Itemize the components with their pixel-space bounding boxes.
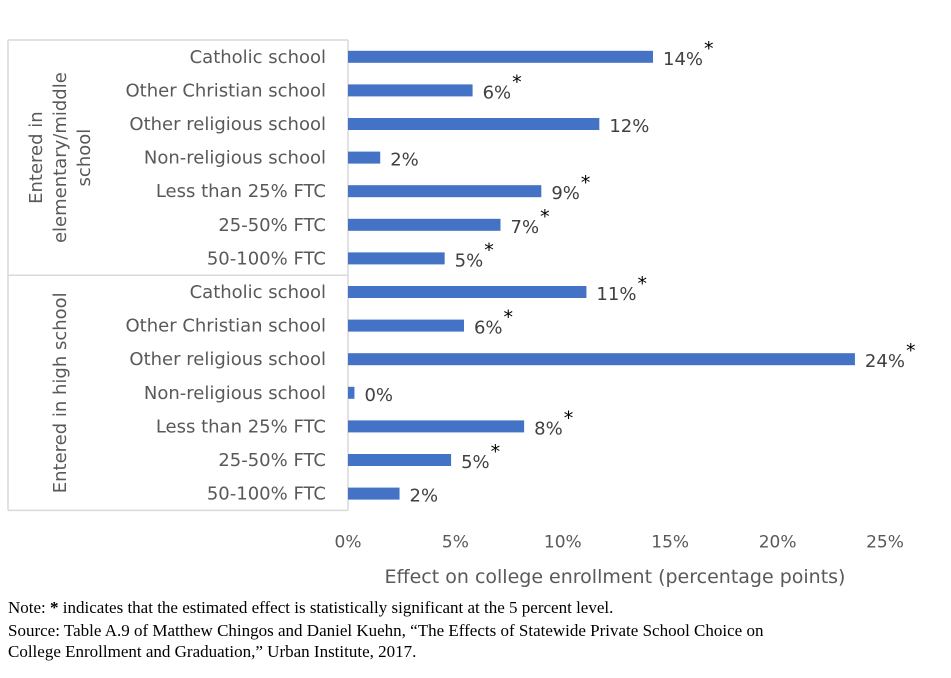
bar <box>348 353 855 366</box>
significance-star: * <box>540 206 550 228</box>
group-label: Entered in elementary/middle school <box>26 72 95 243</box>
group-label: Entered in high school <box>50 292 71 493</box>
category-label: Other Christian school <box>125 316 326 337</box>
significance-star: * <box>637 273 647 295</box>
x-tick-label: 15% <box>651 532 689 552</box>
bar <box>348 50 654 63</box>
bars <box>348 50 855 500</box>
bar <box>348 386 355 399</box>
bar <box>348 319 464 332</box>
category-label: Less than 25% FTC <box>156 181 326 202</box>
category-label: Non-religious school <box>144 148 326 169</box>
bar <box>348 151 381 164</box>
group-label-line: school <box>74 129 95 187</box>
bar <box>348 218 501 231</box>
group-label-line: elementary/middle <box>50 72 71 243</box>
data-label: 12% <box>609 116 649 137</box>
group-label-line: Entered in high school <box>50 292 71 493</box>
x-tick-label: 20% <box>759 532 797 552</box>
bar <box>348 454 452 466</box>
category-label: 25-50% FTC <box>218 450 326 471</box>
bar <box>348 185 542 198</box>
x-axis-ticks: 0% 5% 10% 15% 20% 25% <box>335 532 904 552</box>
group-labels: Entered in elementary/middle schoolEntered… <box>26 72 95 493</box>
category-label: 25-50% FTC <box>218 215 326 236</box>
note-star: * <box>50 598 59 617</box>
category-labels: Catholic school Other Christian school Oth… <box>125 47 326 505</box>
category-label: Other religious school <box>129 349 326 370</box>
data-label: 6% <box>474 318 503 339</box>
bar <box>348 487 400 500</box>
category-label: Other religious school <box>129 114 326 135</box>
source-line-2: College Enrollment and Graduation,” Urba… <box>8 642 417 661</box>
data-label: 14% <box>663 49 703 70</box>
data-label: 2% <box>390 150 419 171</box>
note-prefix: Note: <box>8 598 51 617</box>
x-tick-label: 25% <box>866 532 904 552</box>
data-label: 9% <box>551 183 580 204</box>
data-label: 0% <box>364 385 393 406</box>
category-label: Less than 25% FTC <box>156 416 326 437</box>
category-label: 50-100% FTC <box>207 248 326 269</box>
bar-chart: Entered in elementary/middle schoolEntered… <box>7 38 915 588</box>
data-labels: 14% *6% *12%2%9% *7% *5% *11% *6% *24% *0%8% *5% *… <box>364 38 915 507</box>
bar <box>348 420 525 433</box>
bar <box>348 84 473 97</box>
data-label: 24% <box>865 351 905 372</box>
note-text: indicates that the estimated effect is s… <box>58 598 614 617</box>
data-label: 6% <box>483 82 512 103</box>
bar <box>348 252 445 265</box>
data-label: 2% <box>410 486 439 507</box>
data-label: 5% <box>461 452 490 473</box>
x-tick-label: 5% <box>442 532 469 552</box>
significance-star: * <box>906 340 916 362</box>
category-label: Catholic school <box>190 47 326 68</box>
category-label: Catholic school <box>190 282 326 303</box>
category-label: 50-100% FTC <box>207 484 326 505</box>
bar <box>348 286 587 298</box>
significance-star: * <box>564 407 574 429</box>
bar <box>348 118 600 130</box>
x-tick-label: 10% <box>544 532 582 552</box>
data-label: 7% <box>511 217 540 238</box>
group-label-line: Entered in <box>26 111 47 204</box>
x-tick-label: 0% <box>335 532 362 552</box>
significance-star: * <box>504 307 514 329</box>
data-label: 5% <box>455 250 484 271</box>
significance-star: * <box>484 239 494 261</box>
data-label: 8% <box>534 418 563 439</box>
significance-star: * <box>512 71 522 93</box>
significance-star: * <box>704 38 714 60</box>
category-label: Other Christian school <box>125 80 326 101</box>
category-label: Non-religious school <box>144 383 326 404</box>
significance-star: * <box>581 172 591 194</box>
note-line: Note: * indicates that the estimated eff… <box>8 597 943 618</box>
data-label: 11% <box>596 284 636 305</box>
significance-star: * <box>491 441 501 463</box>
source-line-1: Source: Table A.9 of Matthew Chingos and… <box>8 621 764 640</box>
x-axis-title: Effect on college enrollment (percentage… <box>385 566 846 588</box>
